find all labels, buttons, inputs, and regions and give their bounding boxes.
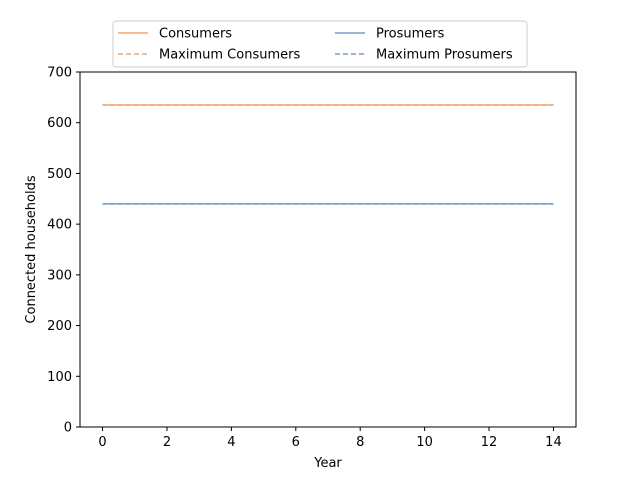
y-tick-label: 500 (47, 167, 72, 182)
y-axis: 0 100 200 300 400 500 600 700 (47, 66, 80, 436)
x-axis: 0 2 4 6 8 10 12 14 (98, 427, 562, 450)
plot-frame (79, 71, 577, 428)
x-tick-label: 6 (292, 435, 300, 450)
legend-box (112, 20, 528, 68)
series-layer (102, 104, 554, 205)
x-tick-label: 0 (98, 435, 106, 450)
y-tick-label: 0 (64, 421, 72, 436)
legend: Consumers Maximum Consumers Prosumers Maxim… (112, 20, 528, 68)
y-tick-label: 100 (47, 370, 72, 385)
y-tick-label: 300 (47, 268, 72, 283)
x-tick-label: 14 (545, 435, 562, 450)
y-tick-label: 400 (47, 218, 72, 233)
x-tick-label: 12 (481, 435, 498, 450)
y-tick-label: 600 (47, 116, 72, 131)
x-axis-label: Year (313, 456, 342, 471)
x-tick-label: 8 (356, 435, 364, 450)
x-tick-label: 4 (227, 435, 235, 450)
legend-label-consumers: Consumers (159, 27, 232, 42)
y-tick-label: 700 (47, 66, 72, 81)
y-axis-label: Connected households (24, 175, 39, 323)
legend-label-maximum-prosumers: Maximum Prosumers (376, 48, 513, 63)
x-tick-label: 10 (416, 435, 433, 450)
legend-label-prosumers: Prosumers (376, 27, 445, 42)
legend-label-maximum-consumers: Maximum Consumers (159, 48, 300, 63)
x-tick-label: 2 (163, 435, 171, 450)
y-tick-label: 200 (47, 319, 72, 334)
